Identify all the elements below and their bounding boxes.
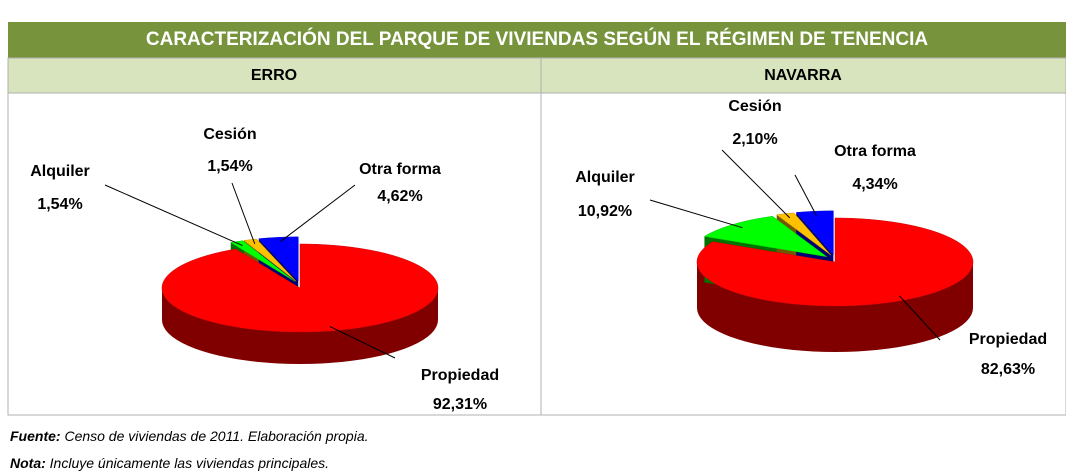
slice-value-label: 4,62% bbox=[377, 188, 422, 205]
slice-value-label: 1,54% bbox=[37, 196, 82, 213]
slice-label: Cesión bbox=[728, 98, 781, 115]
main-title: CARACTERIZACIÓN DEL PARQUE DE VIVIENDAS … bbox=[146, 28, 929, 50]
leader-line bbox=[104, 184, 243, 247]
pie-tops bbox=[696, 210, 974, 307]
pie-slice bbox=[696, 217, 974, 307]
pie-slice bbox=[243, 238, 297, 282]
leader-line bbox=[280, 184, 356, 243]
slice-label: Otra forma bbox=[359, 161, 441, 178]
note-label: Nota: bbox=[10, 455, 46, 471]
slice-label: Alquiler bbox=[30, 163, 90, 180]
slice-label: Cesión bbox=[203, 126, 256, 143]
slice-value-label: 4,34% bbox=[852, 176, 897, 193]
leader-line bbox=[649, 199, 743, 229]
slice-label: Propiedad bbox=[969, 331, 1047, 348]
header-row bbox=[7, 57, 1066, 94]
panel-title: ERRO bbox=[251, 67, 297, 84]
slice-value-label: 1,54% bbox=[207, 158, 252, 175]
note: Nota: Incluye únicamente las viviendas p… bbox=[10, 455, 329, 471]
pie-slice bbox=[230, 240, 296, 282]
panel-border bbox=[7, 92, 1066, 416]
panel-title: NAVARRA bbox=[764, 67, 842, 84]
leader-line bbox=[231, 182, 256, 245]
title-bar bbox=[8, 22, 1066, 58]
leader-line bbox=[794, 174, 817, 216]
slice-label: Alquiler bbox=[575, 169, 635, 186]
slice-label: Otra forma bbox=[834, 143, 916, 160]
leader-line bbox=[721, 149, 791, 219]
slice-value-label: 82,63% bbox=[981, 361, 1035, 378]
source-text: Censo de viviendas de 2011. Elaboración … bbox=[64, 428, 368, 444]
slice-value-label: 2,10% bbox=[732, 131, 777, 148]
pie-slice bbox=[161, 243, 439, 333]
note-text: Incluye únicamente las viviendas princip… bbox=[50, 455, 329, 471]
leader-line bbox=[899, 295, 941, 341]
pie-slice bbox=[258, 236, 299, 282]
source-label: Fuente: bbox=[10, 428, 61, 444]
pie-side bbox=[697, 262, 973, 352]
slice-label: Propiedad bbox=[421, 367, 499, 384]
source: Fuente: Censo de viviendas de 2011. Elab… bbox=[10, 428, 369, 444]
slice-value-label: 10,92% bbox=[578, 203, 632, 220]
pie-tops bbox=[161, 236, 439, 333]
slice-value-label: 92,31% bbox=[433, 396, 487, 413]
leader-line bbox=[329, 325, 396, 359]
